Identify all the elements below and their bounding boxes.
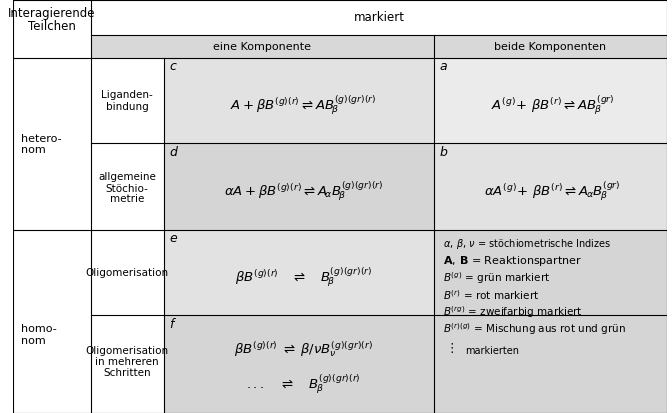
Bar bbox=[91, 0, 667, 35]
Bar bbox=[91, 35, 433, 58]
Text: $c$: $c$ bbox=[169, 60, 177, 74]
Bar bbox=[433, 35, 667, 58]
Bar bbox=[91, 58, 164, 143]
Bar bbox=[433, 58, 667, 143]
Text: markierten: markierten bbox=[465, 346, 519, 356]
Bar bbox=[91, 230, 164, 315]
Text: $\beta B^{(g)(r)} \;\rightleftharpoons\; \beta/\nu B_{\nu}^{(g)(gr)(r)}$: $\beta B^{(g)(r)} \;\rightleftharpoons\;… bbox=[234, 339, 373, 359]
Text: $B^{(r)}$ = rot markiert: $B^{(r)}$ = rot markiert bbox=[444, 288, 540, 302]
Text: beide Komponenten: beide Komponenten bbox=[495, 41, 607, 52]
Text: Stöchio-: Stöchio- bbox=[106, 183, 149, 194]
Text: Oligomerisation: Oligomerisation bbox=[85, 346, 169, 356]
Text: $... \quad\rightleftharpoons\quad B_{\!\beta}^{(g)(gr)(r)}$: $... \quad\rightleftharpoons\quad B_{\!\… bbox=[246, 372, 361, 396]
Text: Schritten: Schritten bbox=[103, 368, 151, 378]
Text: $\alpha A + \beta B^{(g)(r)} \rightleftharpoons A_{\!\alpha}B_{\!\beta}^{(g)(gr): $\alpha A + \beta B^{(g)(r)} \rightlefth… bbox=[224, 180, 383, 203]
Bar bbox=[433, 143, 667, 230]
Text: markiert: markiert bbox=[353, 11, 405, 24]
Bar bbox=[164, 230, 433, 315]
Text: bindung: bindung bbox=[106, 102, 149, 112]
Bar bbox=[164, 143, 433, 230]
Bar bbox=[164, 58, 433, 143]
Text: $\beta B^{(g)(r)} \quad\rightleftharpoons\quad B_{\!\beta}^{(g)(gr)(r)}$: $\beta B^{(g)(r)} \quad\rightleftharpoon… bbox=[235, 266, 372, 290]
Text: $\alpha A^{(g)}\! +\, \beta B^{(r)} \rightleftharpoons A_{\!\alpha}B_{\!\beta}^{: $\alpha A^{(g)}\! +\, \beta B^{(r)} \rig… bbox=[485, 180, 621, 203]
Bar bbox=[164, 315, 433, 413]
Bar bbox=[13, 58, 91, 230]
Text: $B^{(rg)}$ = zweifarbig markiert: $B^{(rg)}$ = zweifarbig markiert bbox=[444, 304, 583, 320]
Bar bbox=[13, 230, 91, 413]
Text: Oligomerisation: Oligomerisation bbox=[85, 268, 169, 278]
Text: hetero-: hetero- bbox=[21, 134, 61, 144]
Text: allgemeine: allgemeine bbox=[98, 173, 156, 183]
Text: nom: nom bbox=[21, 145, 45, 155]
Text: $d$: $d$ bbox=[169, 145, 179, 159]
Text: Teilchen: Teilchen bbox=[28, 19, 76, 33]
Bar bbox=[91, 143, 164, 230]
Bar bbox=[13, 0, 91, 58]
Text: $A^{(g)}\! +\, \beta B^{(r)} \rightleftharpoons AB_{\!\beta}^{(gr)}$: $A^{(g)}\! +\, \beta B^{(r)} \rightlefth… bbox=[491, 94, 614, 117]
Text: Liganden-: Liganden- bbox=[101, 90, 153, 100]
Text: in mehreren: in mehreren bbox=[95, 357, 159, 367]
Text: Interagierende: Interagierende bbox=[8, 7, 95, 21]
Text: $e$: $e$ bbox=[169, 233, 178, 245]
Text: metrie: metrie bbox=[110, 195, 144, 204]
Text: nom: nom bbox=[21, 335, 45, 346]
Bar bbox=[433, 230, 667, 413]
Bar bbox=[91, 315, 164, 413]
Text: homo-: homo- bbox=[21, 325, 56, 335]
Text: eine Komponente: eine Komponente bbox=[213, 41, 311, 52]
Text: $\mathbf{A},\,\mathbf{B}$ = Reaktionspartner: $\mathbf{A},\,\mathbf{B}$ = Reaktionspar… bbox=[444, 254, 583, 268]
Text: $f$: $f$ bbox=[169, 317, 177, 331]
Text: $\vdots$: $\vdots$ bbox=[446, 341, 454, 355]
Text: $A + \beta B^{(g)(r)} \rightleftharpoons AB_{\!\beta}^{(g)(gr)(r)}$: $A + \beta B^{(g)(r)} \rightleftharpoons… bbox=[230, 94, 377, 117]
Text: $a$: $a$ bbox=[439, 60, 448, 74]
Text: $b$: $b$ bbox=[439, 145, 448, 159]
Text: $B^{(g)}$ = grün markiert: $B^{(g)}$ = grün markiert bbox=[444, 270, 550, 286]
Text: $B^{(r)(g)}$ = Mischung aus rot und grün: $B^{(r)(g)}$ = Mischung aus rot und grün bbox=[444, 321, 626, 337]
Text: $\alpha ,\,\beta ,\,\nu$ = stöchiometrische Indizes: $\alpha ,\,\beta ,\,\nu$ = stöchiometris… bbox=[444, 237, 612, 251]
